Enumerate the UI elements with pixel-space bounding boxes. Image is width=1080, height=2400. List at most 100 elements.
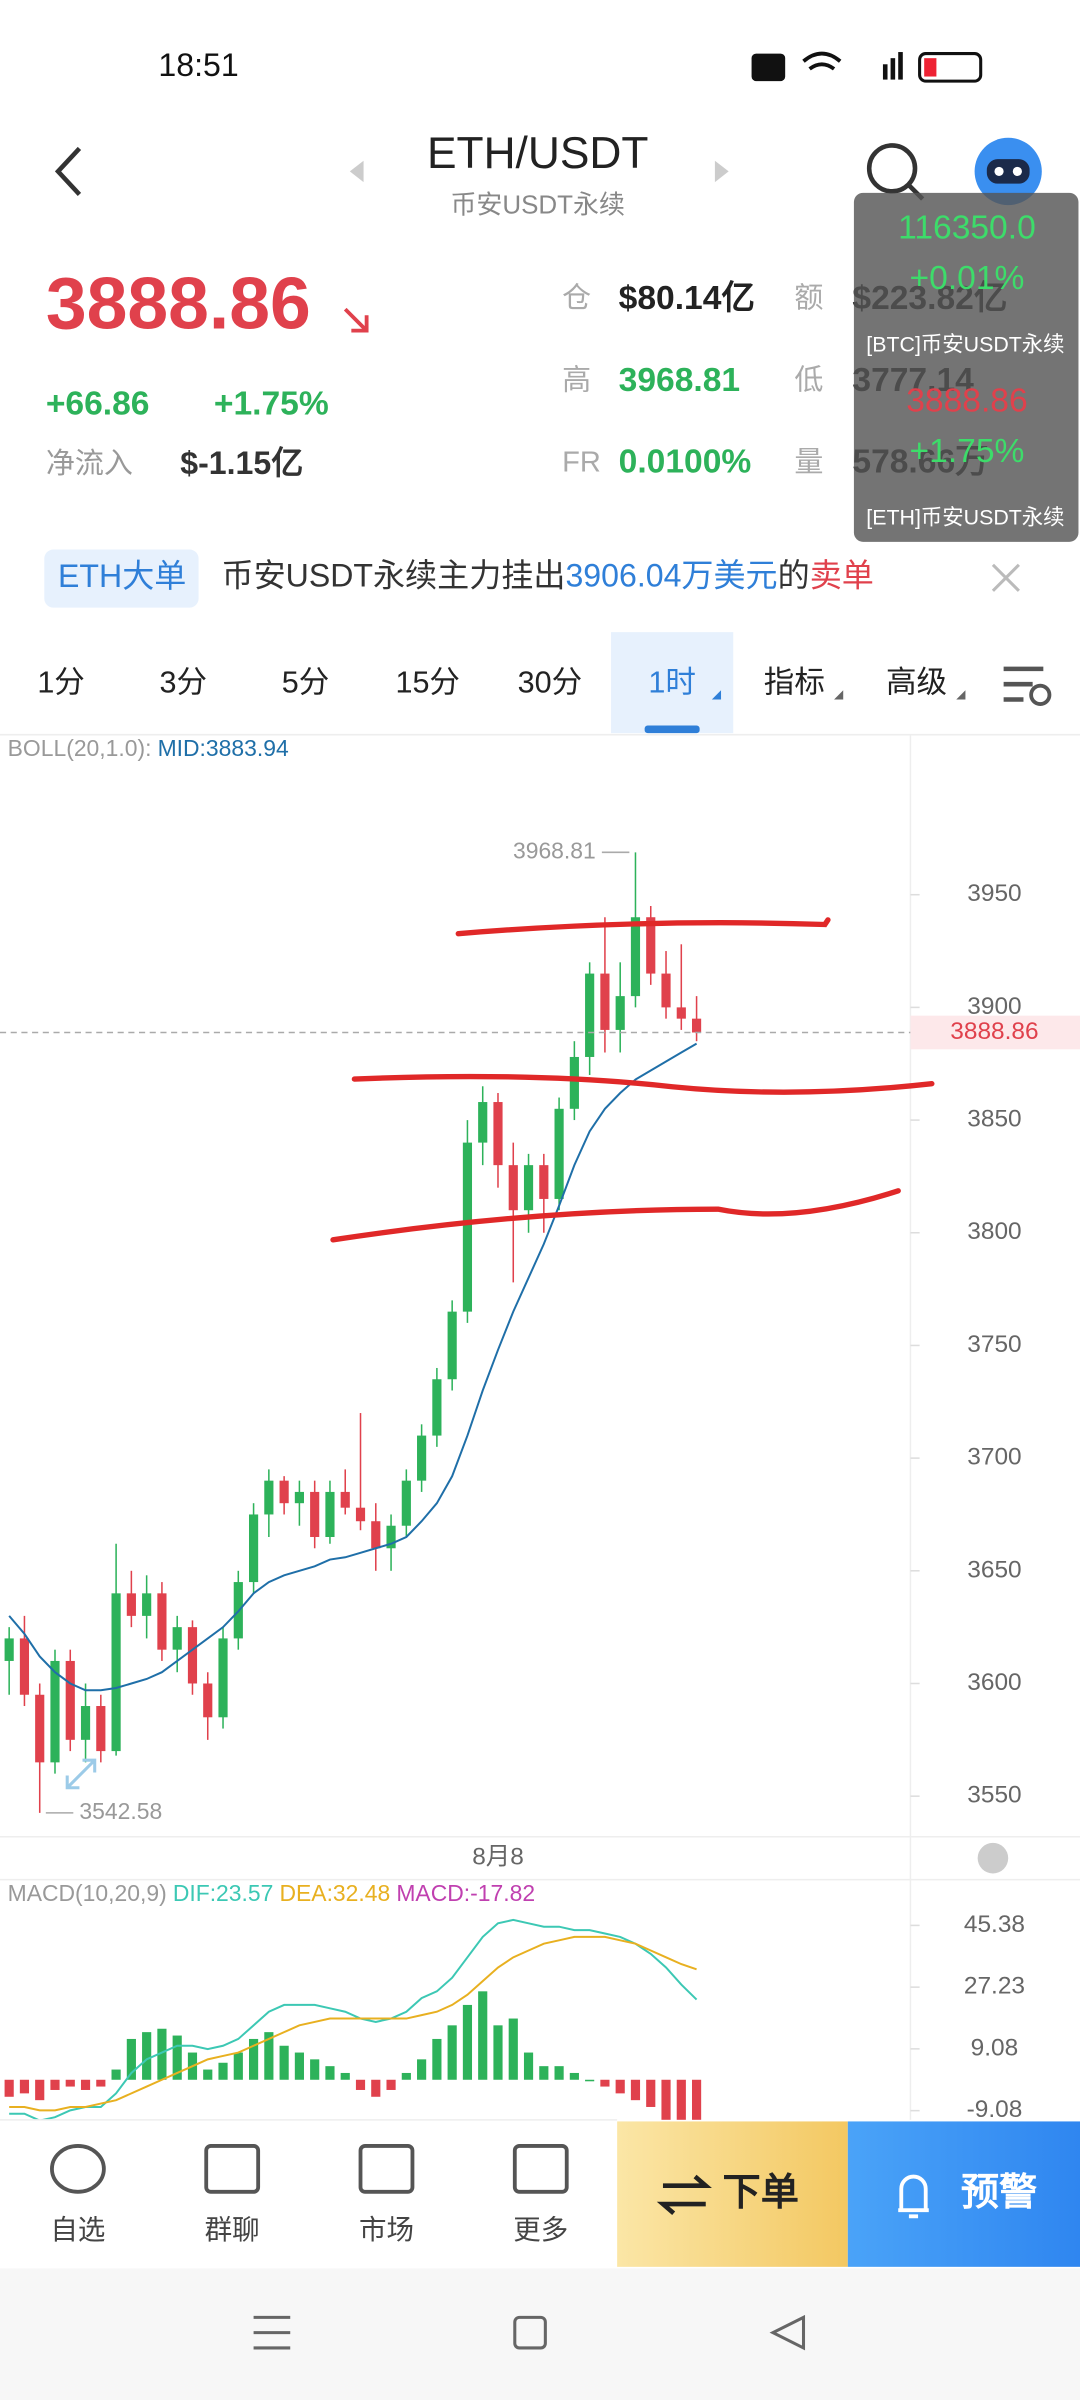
stat-label: FR — [562, 446, 601, 478]
boll-mid: MID:3883.94 — [158, 735, 289, 761]
banner-text: 币安USDT永续主力挂出3906.04万美元的卖单 — [221, 558, 873, 594]
y-tick-label: 27.23 — [964, 1973, 1025, 2000]
back-button[interactable] — [54, 146, 82, 196]
order-button[interactable] — [617, 2121, 848, 2267]
tab[interactable]: 高级 — [886, 665, 947, 699]
scroll-end-button[interactable] — [977, 1842, 1009, 1874]
tab[interactable]: 15分 — [395, 665, 460, 699]
order-label: 下单 — [723, 2171, 799, 2214]
zoom-icon[interactable] — [65, 1758, 97, 1790]
nav-label[interactable]: 市场 — [359, 2214, 414, 2245]
stat-label: 额 — [794, 282, 823, 315]
macd-bar — [233, 2052, 243, 2080]
candle-body — [264, 1480, 274, 1515]
last-price-tag — [910, 1015, 1080, 1050]
y-tick-label: 3550 — [967, 1782, 1021, 1809]
price-widget[interactable] — [853, 192, 1079, 542]
macd-bar — [294, 2052, 304, 2080]
assistant-avatar[interactable] — [974, 137, 1042, 206]
candle-body — [19, 1638, 30, 1695]
tab-caret — [834, 690, 844, 700]
boll-mid-line — [8, 1042, 698, 1692]
status-icons — [751, 51, 983, 83]
macd-bar — [432, 2038, 442, 2080]
macd-bar — [661, 2079, 671, 2120]
x-tick-label: 8月8 — [472, 1844, 524, 1871]
candle-body — [386, 1525, 396, 1549]
symbol-subtitle: 币安USDT永续 — [450, 189, 624, 219]
candle-body — [355, 1507, 366, 1522]
y-tick-label: 3850 — [967, 1106, 1021, 1133]
candle-body — [615, 996, 625, 1030]
nav-icon[interactable] — [358, 2144, 415, 2194]
macd-bar — [478, 1991, 488, 2080]
candle-body — [187, 1627, 198, 1684]
macd-bar — [264, 2032, 274, 2080]
macd-bar — [218, 2062, 228, 2080]
y-tick-label: 3600 — [967, 1669, 1021, 1696]
candle-body — [80, 1706, 91, 1740]
tab[interactable]: 5分 — [282, 665, 330, 699]
candle-body — [554, 1108, 564, 1199]
y-tick-label: 45.38 — [964, 1911, 1025, 1938]
nav-label[interactable]: 更多 — [513, 2214, 568, 2245]
macd-bar — [325, 2066, 335, 2080]
macd-bar — [35, 2079, 45, 2101]
macd-bar — [401, 2072, 411, 2080]
tab[interactable]: 30分 — [518, 665, 583, 699]
y-tick-label: 3750 — [967, 1331, 1021, 1358]
macd-bar — [4, 2079, 14, 2097]
price-change: +66.86 — [46, 385, 150, 422]
tab[interactable]: 1时 — [648, 665, 696, 699]
candle-body — [65, 1660, 75, 1740]
alert-icon — [898, 2174, 929, 2219]
banner-close[interactable] — [991, 563, 1020, 592]
candle-body — [35, 1694, 45, 1763]
prev-symbol[interactable] — [349, 160, 364, 183]
macd-bar — [203, 2069, 213, 2080]
alert-label: 预警 — [961, 2171, 1037, 2214]
macd-bar — [172, 2035, 182, 2080]
macd-value-label: MACD:-17.82 — [396, 1880, 535, 1906]
active-tab-bg — [611, 632, 734, 734]
candle-body — [585, 973, 595, 1057]
nav-label[interactable]: 自选 — [50, 2214, 105, 2245]
candle-body — [462, 1142, 473, 1312]
tab[interactable]: 1分 — [37, 665, 85, 699]
banner-main: 币安USDT永续主力挂出 — [221, 558, 565, 594]
macd-bar — [447, 2025, 457, 2080]
stat-label: 仓 — [562, 282, 591, 315]
netflow-label: 净流入 — [46, 447, 133, 480]
nav-label[interactable]: 群聊 — [205, 2214, 260, 2245]
macd-bar — [676, 2079, 686, 2120]
alert-button[interactable] — [847, 2121, 1080, 2267]
candle-body — [371, 1521, 381, 1549]
low-label: 3542.58 — [79, 1798, 162, 1824]
settings-icon[interactable] — [1003, 666, 1052, 706]
next-symbol[interactable] — [714, 160, 729, 183]
tab[interactable]: 3分 — [160, 665, 208, 699]
macd-bar — [111, 2069, 121, 2080]
tab[interactable]: 指标 — [764, 665, 825, 699]
candle-body — [493, 1102, 503, 1166]
nav-icon[interactable] — [50, 2144, 106, 2194]
macd-bar — [355, 2079, 366, 2090]
candle-body — [661, 973, 671, 1008]
candle-body — [126, 1593, 136, 1616]
macd-bar — [615, 2079, 625, 2094]
macd-bar — [96, 2079, 106, 2087]
widget-name: [BTC]币安USDT永续 — [866, 333, 1064, 357]
macd-bar — [493, 2025, 503, 2080]
macd-bar — [554, 2066, 564, 2080]
stat-label: 低 — [794, 364, 823, 397]
nav-icon[interactable] — [204, 2144, 261, 2194]
search-button[interactable] — [866, 143, 925, 201]
y-tick-label: 3650 — [967, 1556, 1021, 1583]
last-price-label: 3888.86 — [950, 1018, 1038, 1045]
macd-bar — [126, 2038, 136, 2080]
candle-body — [340, 1491, 350, 1508]
candle-body — [310, 1491, 320, 1537]
nav-icon[interactable] — [512, 2144, 569, 2194]
